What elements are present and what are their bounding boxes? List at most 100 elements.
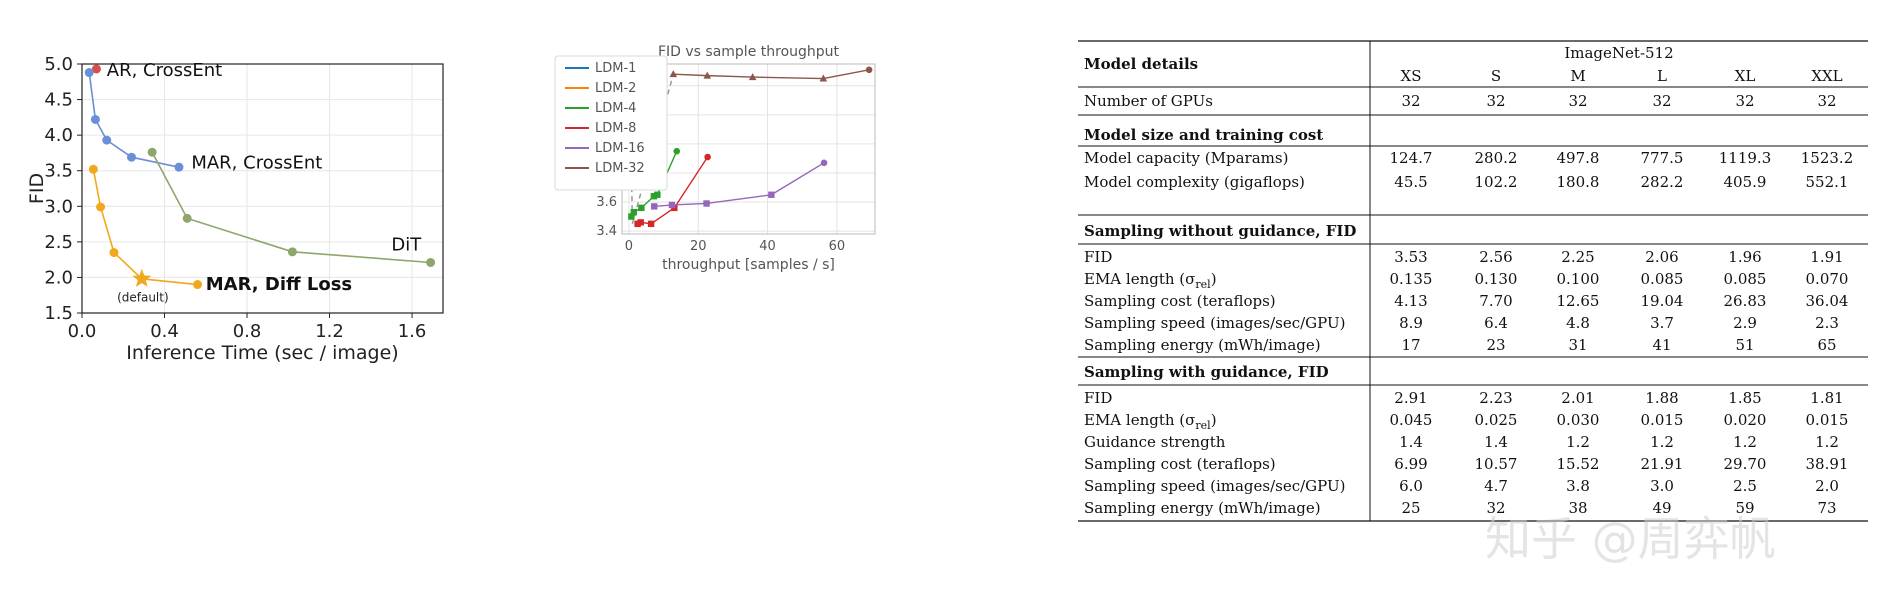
chart1-ytick-label: 1.5 [44, 303, 73, 324]
chart1-frame [81, 63, 444, 314]
table-cell: 3.53 [1394, 248, 1427, 266]
table-cell: 23 [1486, 336, 1505, 354]
chart1-xtick-label: 0.0 [68, 321, 97, 342]
chart2-point-ldm-4-2 [638, 204, 645, 212]
table-column-header: M [1570, 67, 1585, 85]
chart2-point-ldm-4-4 [654, 191, 661, 198]
chart1-point-dit-2 [287, 247, 297, 257]
table-cell: 6.4 [1484, 314, 1508, 332]
table-group-header: ImageNet-512 [1564, 44, 1673, 62]
table-row-label: Sampling energy (mWh/image) [1084, 499, 1321, 517]
chart1-annotation-3: MAR, Diff Loss [206, 274, 352, 295]
table-cell: 0.085 [1641, 270, 1684, 288]
table-cell: 19.04 [1641, 292, 1684, 310]
table-row-label: Sampling speed (images/sec/GPU) [1084, 477, 1345, 495]
imagenet-512-table: Model details ImageNet-512 XS S M L XL XXL Numbe… [1078, 40, 1868, 522]
table-cell: 0.030 [1557, 411, 1600, 429]
table-cell: 282.2 [1641, 173, 1684, 191]
table-cell: 32 [1568, 92, 1587, 110]
table-cell: 32 [1735, 92, 1754, 110]
chart1-point-mar-crossent-4 [174, 162, 184, 172]
chart1-ytick-label: 5.0 [44, 54, 73, 75]
table-row-label: Model capacity (Mparams) [1084, 149, 1288, 167]
chart2-point-ldm-32-1 [703, 71, 712, 79]
table-cell: 102.2 [1475, 173, 1518, 191]
chart2-legend-label: LDM-1 [595, 61, 636, 76]
table-cell: 2.91 [1394, 389, 1427, 407]
table-cell: 0.020 [1724, 411, 1767, 429]
table-cell: 3.0 [1650, 477, 1674, 495]
chart1-ytick-label: 3.0 [44, 196, 73, 217]
table-cell: 29.70 [1724, 455, 1767, 473]
chart1-point-mar-diff-loss-2 [109, 248, 119, 258]
table-cell: 1.96 [1728, 248, 1761, 266]
table-cell: 38.91 [1806, 455, 1849, 473]
chart1-xtick-label: 1.6 [398, 321, 427, 342]
chart1-point-dit-0 [147, 147, 157, 157]
table-row-label: FID [1084, 248, 1112, 266]
table-cell: 8.9 [1399, 314, 1423, 332]
table-cell: 2.56 [1479, 248, 1512, 266]
table-cell: 2.3 [1815, 314, 1839, 332]
table-cell: 405.9 [1724, 173, 1767, 191]
table-cell: 0.070 [1806, 270, 1849, 288]
chart2-point-ldm-16-1 [668, 201, 676, 209]
table-cell: 65 [1817, 336, 1836, 354]
table-cell: 2.25 [1561, 248, 1594, 266]
table-cell: 1523.2 [1801, 149, 1854, 167]
chart1-ytick-label: 2.0 [44, 267, 73, 288]
chart1-point-mar-diff-loss-1 [96, 202, 106, 212]
table-column-header: S [1491, 67, 1501, 85]
chart2-legend-label: LDM-4 [595, 101, 636, 116]
chart2-xtick-label: 40 [759, 239, 776, 254]
table-cell: 45.5 [1394, 173, 1427, 191]
table-cell: 31 [1568, 336, 1587, 354]
chart1-xlabel: Inference Time (sec / image) [126, 342, 398, 364]
table-cell: 17 [1401, 336, 1420, 354]
table-cell: 124.7 [1390, 149, 1433, 167]
chart1-point-mar-crossent-1 [90, 114, 100, 124]
table-cell: 7.70 [1479, 292, 1512, 310]
chart1-annotation-1: MAR, CrossEnt [191, 153, 322, 174]
chart2-point-ldm-4-3 [650, 193, 658, 200]
chart2-title: FID vs sample throughput [658, 44, 840, 60]
table-cell: 4.7 [1484, 477, 1508, 495]
chart1-point-mar-diff-loss-0 [88, 164, 98, 174]
table-column-header: XXL [1811, 67, 1842, 85]
table-cell: 1.85 [1728, 389, 1761, 407]
table-cell: 32 [1486, 499, 1505, 517]
chart2-point-ldm-4-5 [673, 147, 681, 155]
chart1-point-dit-3 [426, 257, 436, 267]
chart1-xtick-label: 0.4 [150, 321, 179, 342]
table-cell: 4.13 [1394, 292, 1427, 310]
chart1-annotation-2: DiT [391, 234, 422, 255]
table-cell: 497.8 [1557, 149, 1600, 167]
table-cell: 777.5 [1641, 149, 1684, 167]
chart2-point-ldm-16-4 [820, 159, 828, 167]
table-cell: 59 [1735, 499, 1754, 517]
table-row-label: Guidance strength [1084, 433, 1226, 451]
chart1-ytick-label: 4.0 [44, 125, 73, 146]
table-cell: 21.91 [1641, 455, 1684, 473]
chart2-point-ldm-4-1 [630, 209, 637, 216]
chart2-ytick-label: 3.4 [596, 224, 617, 239]
fid-vs-throughput-chart: FID vs sample throughput02040603.43.63.8… [554, 44, 876, 273]
chart1-ytick-label: 4.5 [44, 90, 73, 111]
table-cell: 49 [1652, 499, 1671, 517]
table-section-title: Sampling with guidance, FID [1084, 363, 1329, 381]
table-cell: 2.23 [1479, 389, 1512, 407]
table-cell: 10.57 [1475, 455, 1518, 473]
table-cell: 0.130 [1475, 270, 1518, 288]
chart2-xtick-label: 20 [690, 239, 707, 254]
chart2-legend-label: LDM-32 [595, 161, 645, 176]
chart2-point-ldm-32-3 [819, 74, 828, 82]
chart2-point-ldm-4-0 [628, 213, 635, 220]
chart1-line-dit [151, 151, 431, 264]
table-cell: 4.8 [1566, 314, 1590, 332]
table-cell: 0.135 [1390, 270, 1433, 288]
chart1-point-dit-1 [182, 213, 192, 223]
table-cell: 0.015 [1641, 411, 1684, 429]
table-cell: 73 [1817, 499, 1836, 517]
table-row-label: Sampling energy (mWh/image) [1084, 336, 1321, 354]
